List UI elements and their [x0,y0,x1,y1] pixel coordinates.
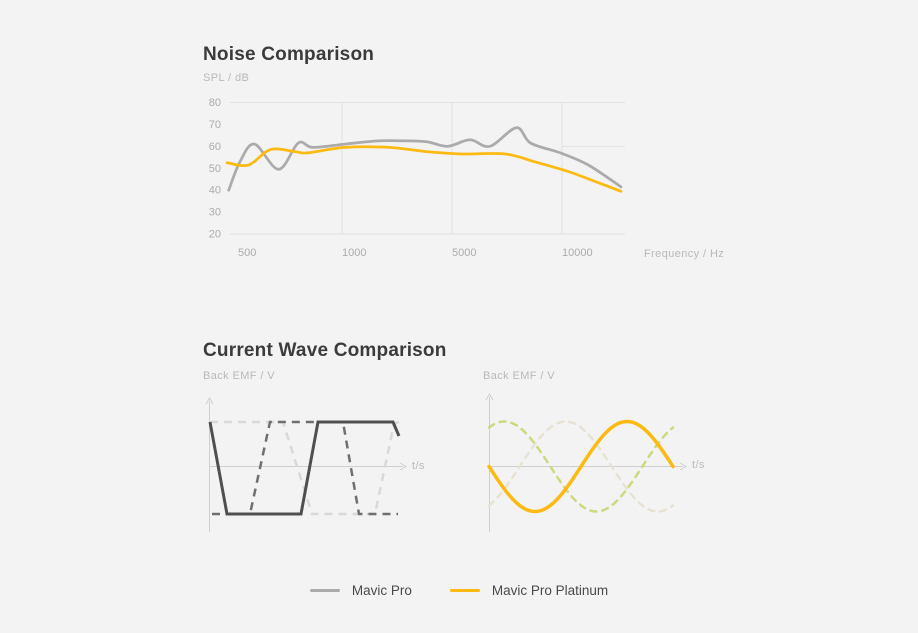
svg-text:70: 70 [209,119,221,131]
legend-label-mavic-pro: Mavic Pro [351,583,412,598]
noise-section-title: Noise Comparison [203,44,375,65]
svg-text:60: 60 [209,141,221,153]
chart-legend: Mavic Pro Mavic Pro Platinum [0,583,918,598]
legend-item-mavic-pro-platinum: Mavic Pro Platinum [449,583,609,598]
svg-text:30: 30 [209,207,221,219]
svg-text:5000: 5000 [452,247,476,259]
sine-wave-time-axis-label: t/s [692,459,705,471]
noise-y-axis-label: SPL / dB [203,72,250,84]
sine-wave-chart [485,393,687,532]
legend-label-mavic-pro-platinum: Mavic Pro Platinum [491,583,609,598]
svg-text:500: 500 [238,247,256,259]
noise-comparison-chart: 80 70 60 50 40 30 20 500 1000 5000 10000 [209,97,625,259]
wave-section-title: Current Wave Comparison [203,340,447,361]
svg-text:1000: 1000 [342,247,366,259]
mavic-pro-platinum-line-swatch [449,589,480,592]
trapezoid-wave-time-axis-label: t/s [412,460,425,472]
mavic-pro-line-swatch [309,589,340,592]
trapezoid-wave-y-axis-label: Back EMF / V [203,370,276,382]
svg-text:20: 20 [209,229,221,241]
noise-x-axis-label: Frequency / Hz [644,248,725,260]
trapezoid-wave-chart [205,397,407,532]
legend-item-mavic-pro: Mavic Pro [309,583,412,598]
svg-text:80: 80 [209,97,221,109]
svg-text:50: 50 [209,163,221,175]
sine-wave-y-axis-label: Back EMF / V [483,370,556,382]
svg-text:40: 40 [209,185,221,197]
svg-text:10000: 10000 [562,247,593,259]
